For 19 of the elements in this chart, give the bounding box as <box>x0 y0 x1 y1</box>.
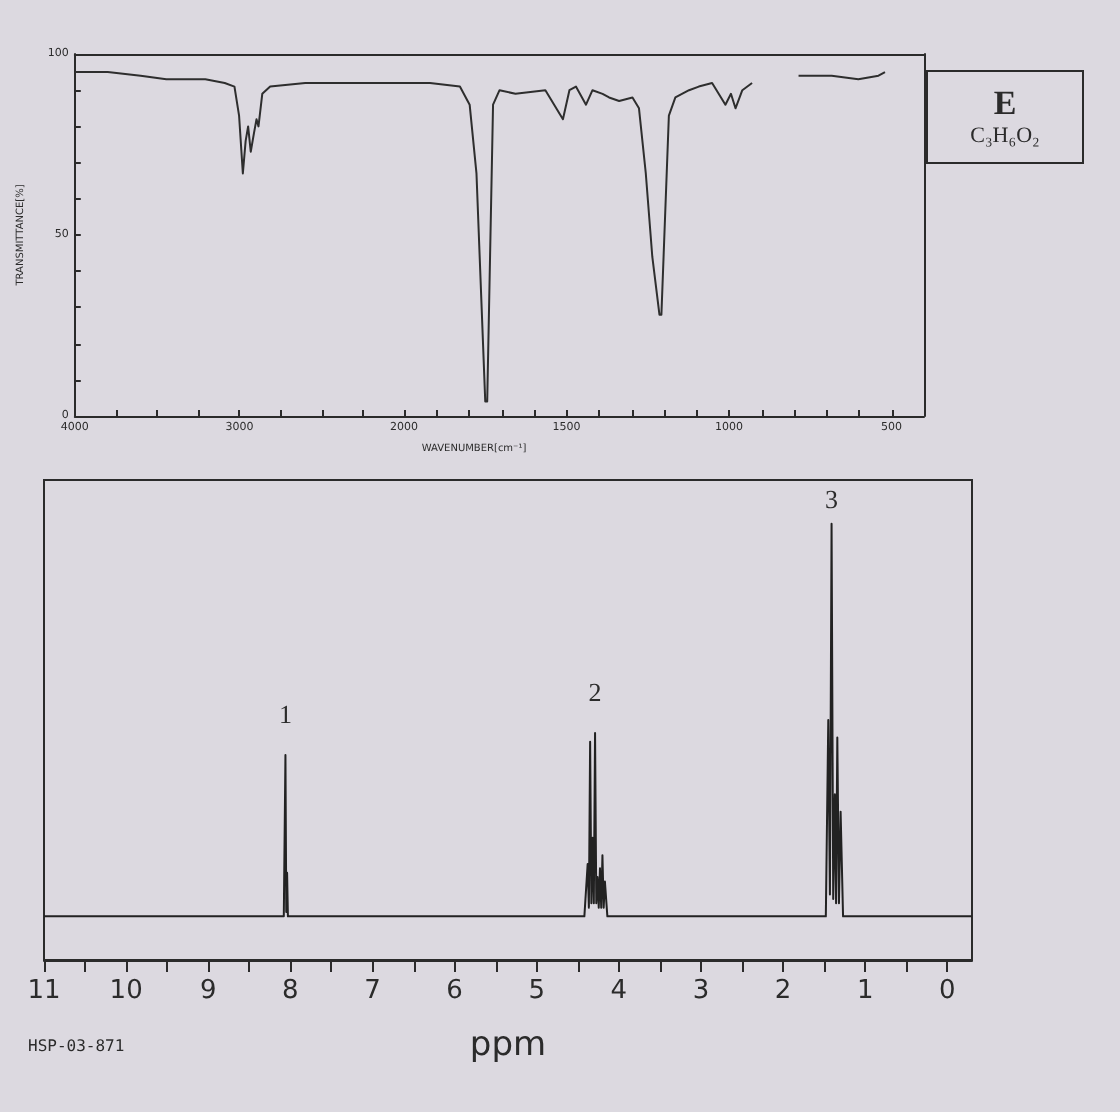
x-tick-label: 7 <box>364 976 381 1006</box>
x-tick-label: 9 <box>199 976 217 1006</box>
x-tick-label: 0 <box>939 976 956 1006</box>
x-tick-label: 8 <box>282 976 299 1006</box>
x-tick-label: 10 <box>109 976 143 1006</box>
x-tick-label: 1 <box>856 976 874 1006</box>
x-tick-label: 4 <box>610 976 628 1006</box>
x-tick-label: 3 <box>692 976 710 1006</box>
x-tick-label: 2 <box>774 976 792 1006</box>
x-tick-label: 11 <box>27 976 61 1006</box>
text: HSP-03-871 <box>28 1037 125 1055</box>
text: C₃H₆O₂ <box>970 121 1040 149</box>
x-tick-label: 5 <box>528 976 546 1006</box>
annotation: 1 <box>278 698 292 729</box>
x-tick-label: 6 <box>446 976 463 1006</box>
text: E <box>993 83 1017 121</box>
x-axis-title: ppm <box>469 1025 547 1065</box>
annotation: 2 <box>588 677 602 708</box>
annotation: 3 <box>825 484 839 514</box>
